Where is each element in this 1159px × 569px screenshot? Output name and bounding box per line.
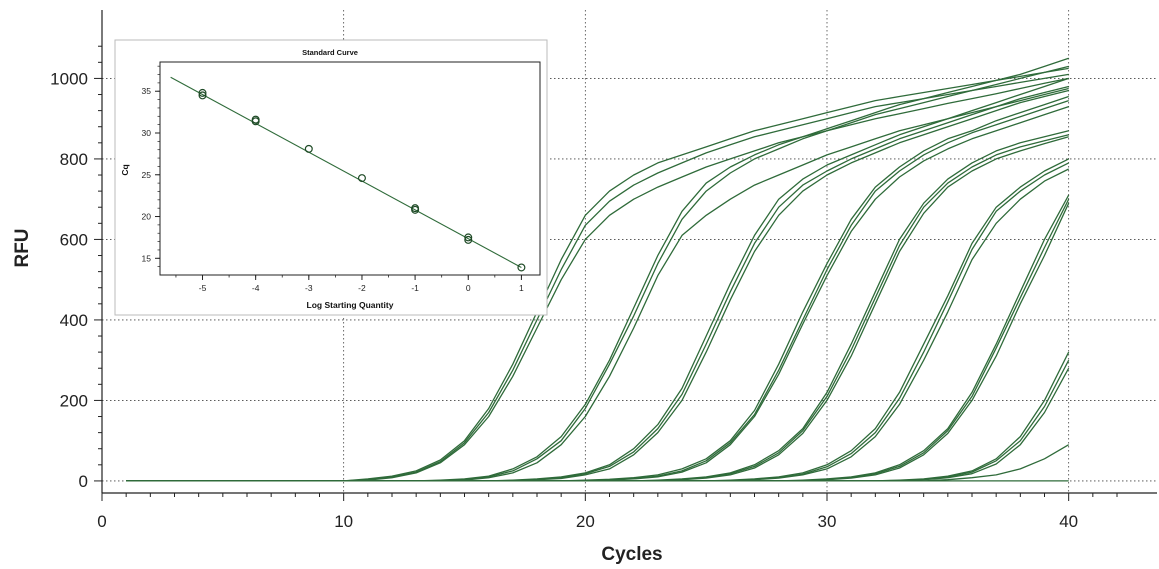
inset-x-tick-label: -3 (305, 283, 313, 293)
inset-y-tick-label: 25 (142, 170, 152, 180)
standard-curve-point (251, 117, 260, 126)
x-tick-label: 20 (576, 512, 595, 531)
x-tick-label: 0 (97, 512, 106, 531)
standard-curve-point (464, 235, 473, 244)
inset-x-tick-label: -2 (358, 283, 366, 293)
standard-curve-point (464, 233, 473, 242)
x-axis-label: Cycles (601, 544, 662, 564)
inset-y-tick-label: 30 (142, 128, 152, 138)
inset-frame (159, 61, 541, 276)
y-axis-label: RFU (12, 228, 33, 267)
standard-curve-point (198, 91, 207, 100)
x-tick-label: 10 (334, 512, 353, 531)
standard-curve-point (357, 174, 366, 183)
standard-curve-inset: Standard Curve -5 -4 -3 -2 -1 0 1 15 20 25 30 35 Lo… (114, 39, 548, 316)
inset-x-tick-label: -1 (411, 283, 419, 293)
inset-x-tick-label: -5 (199, 283, 207, 293)
inset-y-tick-label: 15 (142, 253, 152, 263)
inset-x-tick-label: -4 (252, 283, 260, 293)
inset-axes: -5 -4 -3 -2 -1 0 1 15 20 25 30 35 (142, 61, 541, 293)
inset-background (114, 39, 548, 316)
inset-x-axis-label: Log Starting Quantity (307, 300, 394, 310)
standard-curve-point (304, 144, 313, 153)
inset-y-tick-label: 20 (142, 212, 152, 222)
inset-x-tick-label: 1 (519, 283, 524, 293)
standard-curve-point (198, 88, 207, 97)
inset-title: Standard Curve (302, 48, 358, 57)
inset-x-tick-label: 0 (466, 283, 471, 293)
inset-y-tick-label: 35 (142, 86, 152, 96)
y-tick-label: 400 (60, 311, 88, 330)
standard-curve-point (411, 205, 420, 214)
inset-y-axis-label: Cq (120, 164, 130, 175)
amplification-curves (126, 57, 1070, 482)
y-tick-label: 200 (60, 391, 88, 410)
inset-data-points (198, 88, 526, 272)
y-tick-label: 0 (79, 472, 88, 491)
amplification-curve (126, 351, 1070, 482)
amplification-curve (126, 359, 1070, 482)
y-tick-label: 1000 (50, 69, 88, 88)
standard-curve-fit-line (170, 76, 522, 268)
y-tick-label: 800 (60, 150, 88, 169)
y-tick-label: 600 (60, 230, 88, 249)
x-tick-label: 40 (1059, 512, 1078, 531)
standard-curve-point (517, 263, 526, 272)
inset-fit-line (170, 76, 522, 268)
x-tick-label: 30 (818, 512, 837, 531)
